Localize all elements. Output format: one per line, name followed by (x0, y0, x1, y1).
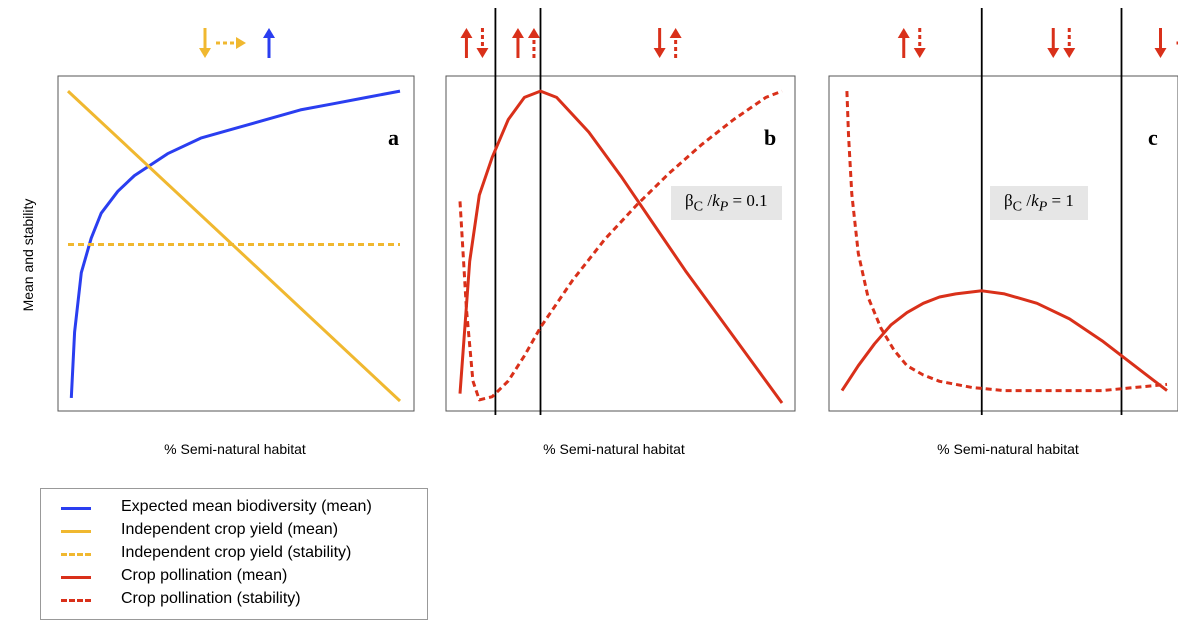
trend-arrow-c-2-0 (1155, 28, 1167, 58)
legend-swatch (61, 576, 91, 579)
trend-arrow-b-0-0 (460, 28, 472, 58)
legend-swatch (61, 530, 91, 533)
trend-arrow-b-2-1 (670, 28, 682, 58)
panel-label-c: c (1148, 125, 1158, 151)
ratio-sub-p: P (1039, 198, 1048, 214)
trend-arrow-c-1-0 (1047, 28, 1059, 58)
trend-arrow-b-1-1 (528, 28, 540, 58)
ratio-beta: β (685, 191, 694, 210)
ratio-k: k (1031, 191, 1039, 210)
ratio-label-b: βC /kP = 0.1 (671, 186, 782, 220)
legend-item-biodiversity-mean: Expected mean biodiversity (mean) (41, 497, 427, 517)
trend-arrow-c-0-1 (914, 28, 926, 58)
ratio-beta: β (1004, 191, 1013, 210)
legend-swatch (61, 553, 91, 556)
trend-arrow-c-1-1 (1063, 28, 1075, 58)
legend-item-crop-yield-mean: Independent crop yield (mean) (41, 520, 427, 540)
x-axis-label-c: % Semi-natural habitat (937, 441, 1079, 457)
ratio-sub-p: P (720, 198, 729, 214)
trend-arrow-b-1-0 (512, 28, 524, 58)
panel-label-a: a (388, 125, 399, 151)
legend-label: Crop pollination (mean) (121, 567, 287, 585)
legend-label: Crop pollination (stability) (121, 590, 301, 608)
trend-arrow-a-1 (216, 37, 246, 49)
ratio-k: k (712, 191, 720, 210)
legend-swatch (61, 599, 91, 602)
legend-item-pollination-mean: Crop pollination (mean) (41, 566, 427, 586)
ratio-value-c: = 1 (1052, 191, 1074, 210)
trend-arrow-a-0 (199, 28, 211, 58)
legend: Expected mean biodiversity (mean) Indepe… (40, 488, 428, 620)
ratio-label-c: βC /kP = 1 (990, 186, 1088, 220)
legend-label: Expected mean biodiversity (mean) (121, 498, 372, 516)
ratio-value-b: = 0.1 (733, 191, 768, 210)
plot-frame-b (446, 76, 795, 411)
ratio-sub-c: C (1013, 198, 1022, 214)
legend-label: Independent crop yield (mean) (121, 521, 338, 539)
legend-item-crop-yield-stability: Independent crop yield (stability) (41, 543, 427, 563)
legend-item-pollination-stability: Crop pollination (stability) (41, 589, 427, 609)
trend-arrow-c-0-0 (898, 28, 910, 58)
trend-arrow-a-2 (263, 28, 275, 58)
x-axis-label-a: % Semi-natural habitat (164, 441, 306, 457)
ratio-sub-c: C (694, 198, 703, 214)
x-axis-label-b: % Semi-natural habitat (543, 441, 685, 457)
panel-label-b: b (764, 125, 776, 151)
y-axis-label: Mean and stability (20, 199, 36, 312)
trend-arrow-b-2-0 (654, 28, 666, 58)
legend-swatch (61, 507, 91, 510)
trend-arrow-b-0-1 (476, 28, 488, 58)
legend-label: Independent crop yield (stability) (121, 544, 351, 562)
